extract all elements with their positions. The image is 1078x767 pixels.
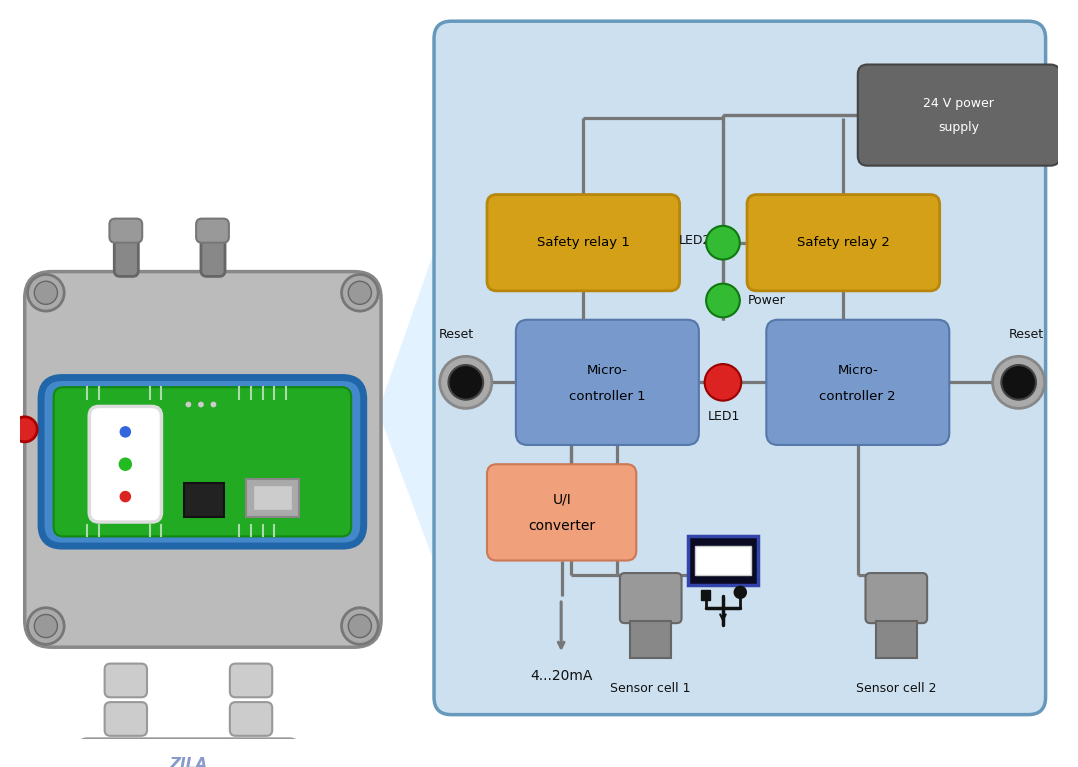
Circle shape — [348, 614, 372, 637]
FancyBboxPatch shape — [230, 663, 273, 697]
Text: converter: converter — [528, 518, 595, 533]
Text: Micro-: Micro- — [586, 364, 627, 377]
Text: 24 V power: 24 V power — [924, 97, 994, 110]
Circle shape — [28, 275, 65, 311]
Circle shape — [993, 357, 1045, 408]
FancyBboxPatch shape — [54, 387, 351, 536]
Text: U/I: U/I — [552, 493, 571, 507]
Text: Reset: Reset — [439, 328, 473, 341]
Circle shape — [28, 607, 65, 644]
Bar — [246, 479, 300, 517]
Bar — [695, 546, 751, 575]
FancyBboxPatch shape — [201, 233, 225, 276]
FancyBboxPatch shape — [516, 320, 699, 445]
Text: ZILA: ZILA — [169, 757, 207, 767]
FancyBboxPatch shape — [487, 464, 636, 561]
Text: controller 2: controller 2 — [819, 390, 896, 403]
Text: 4...20mA: 4...20mA — [530, 669, 592, 683]
Bar — [631, 621, 671, 658]
Text: Power: Power — [748, 294, 786, 307]
Circle shape — [34, 281, 57, 304]
Circle shape — [733, 585, 747, 599]
Circle shape — [440, 357, 492, 408]
FancyBboxPatch shape — [866, 573, 927, 623]
FancyBboxPatch shape — [114, 233, 138, 276]
FancyBboxPatch shape — [314, 749, 331, 767]
Circle shape — [342, 275, 378, 311]
Circle shape — [348, 281, 372, 304]
FancyBboxPatch shape — [858, 64, 1060, 166]
FancyBboxPatch shape — [434, 21, 1046, 715]
Circle shape — [210, 402, 217, 407]
Circle shape — [119, 457, 133, 471]
Circle shape — [1001, 365, 1036, 400]
Text: Micro-: Micro- — [838, 364, 879, 377]
Text: controller 1: controller 1 — [569, 390, 646, 403]
FancyBboxPatch shape — [747, 195, 940, 291]
Circle shape — [185, 402, 191, 407]
Bar — [253, 486, 292, 511]
Polygon shape — [378, 238, 439, 575]
Text: Safety relay 1: Safety relay 1 — [537, 236, 630, 249]
Text: supply: supply — [939, 121, 980, 134]
Text: Sensor cell 2: Sensor cell 2 — [856, 682, 937, 695]
Text: Safety relay 2: Safety relay 2 — [797, 236, 889, 249]
Bar — [701, 591, 710, 600]
Text: LED1: LED1 — [708, 410, 741, 423]
FancyBboxPatch shape — [64, 749, 81, 767]
Circle shape — [342, 607, 378, 644]
FancyBboxPatch shape — [620, 573, 681, 623]
FancyBboxPatch shape — [105, 663, 147, 697]
FancyBboxPatch shape — [105, 702, 147, 736]
FancyBboxPatch shape — [766, 320, 950, 445]
Text: LED2: LED2 — [679, 234, 711, 247]
Text: Reset: Reset — [1009, 328, 1044, 341]
Circle shape — [705, 364, 742, 400]
Text: Sensor cell 1: Sensor cell 1 — [610, 682, 691, 695]
FancyBboxPatch shape — [78, 739, 300, 767]
FancyBboxPatch shape — [25, 272, 381, 647]
FancyBboxPatch shape — [41, 377, 363, 546]
Bar — [688, 536, 758, 584]
Circle shape — [706, 225, 740, 259]
Circle shape — [198, 402, 204, 407]
FancyBboxPatch shape — [110, 219, 142, 242]
FancyBboxPatch shape — [196, 219, 229, 242]
Circle shape — [34, 614, 57, 637]
Circle shape — [120, 426, 132, 438]
FancyBboxPatch shape — [89, 407, 162, 522]
FancyBboxPatch shape — [487, 195, 679, 291]
Circle shape — [12, 416, 38, 442]
Circle shape — [448, 365, 483, 400]
Bar — [183, 483, 224, 517]
Circle shape — [120, 491, 132, 502]
Circle shape — [706, 284, 740, 318]
FancyBboxPatch shape — [230, 702, 273, 736]
Bar — [876, 621, 916, 658]
